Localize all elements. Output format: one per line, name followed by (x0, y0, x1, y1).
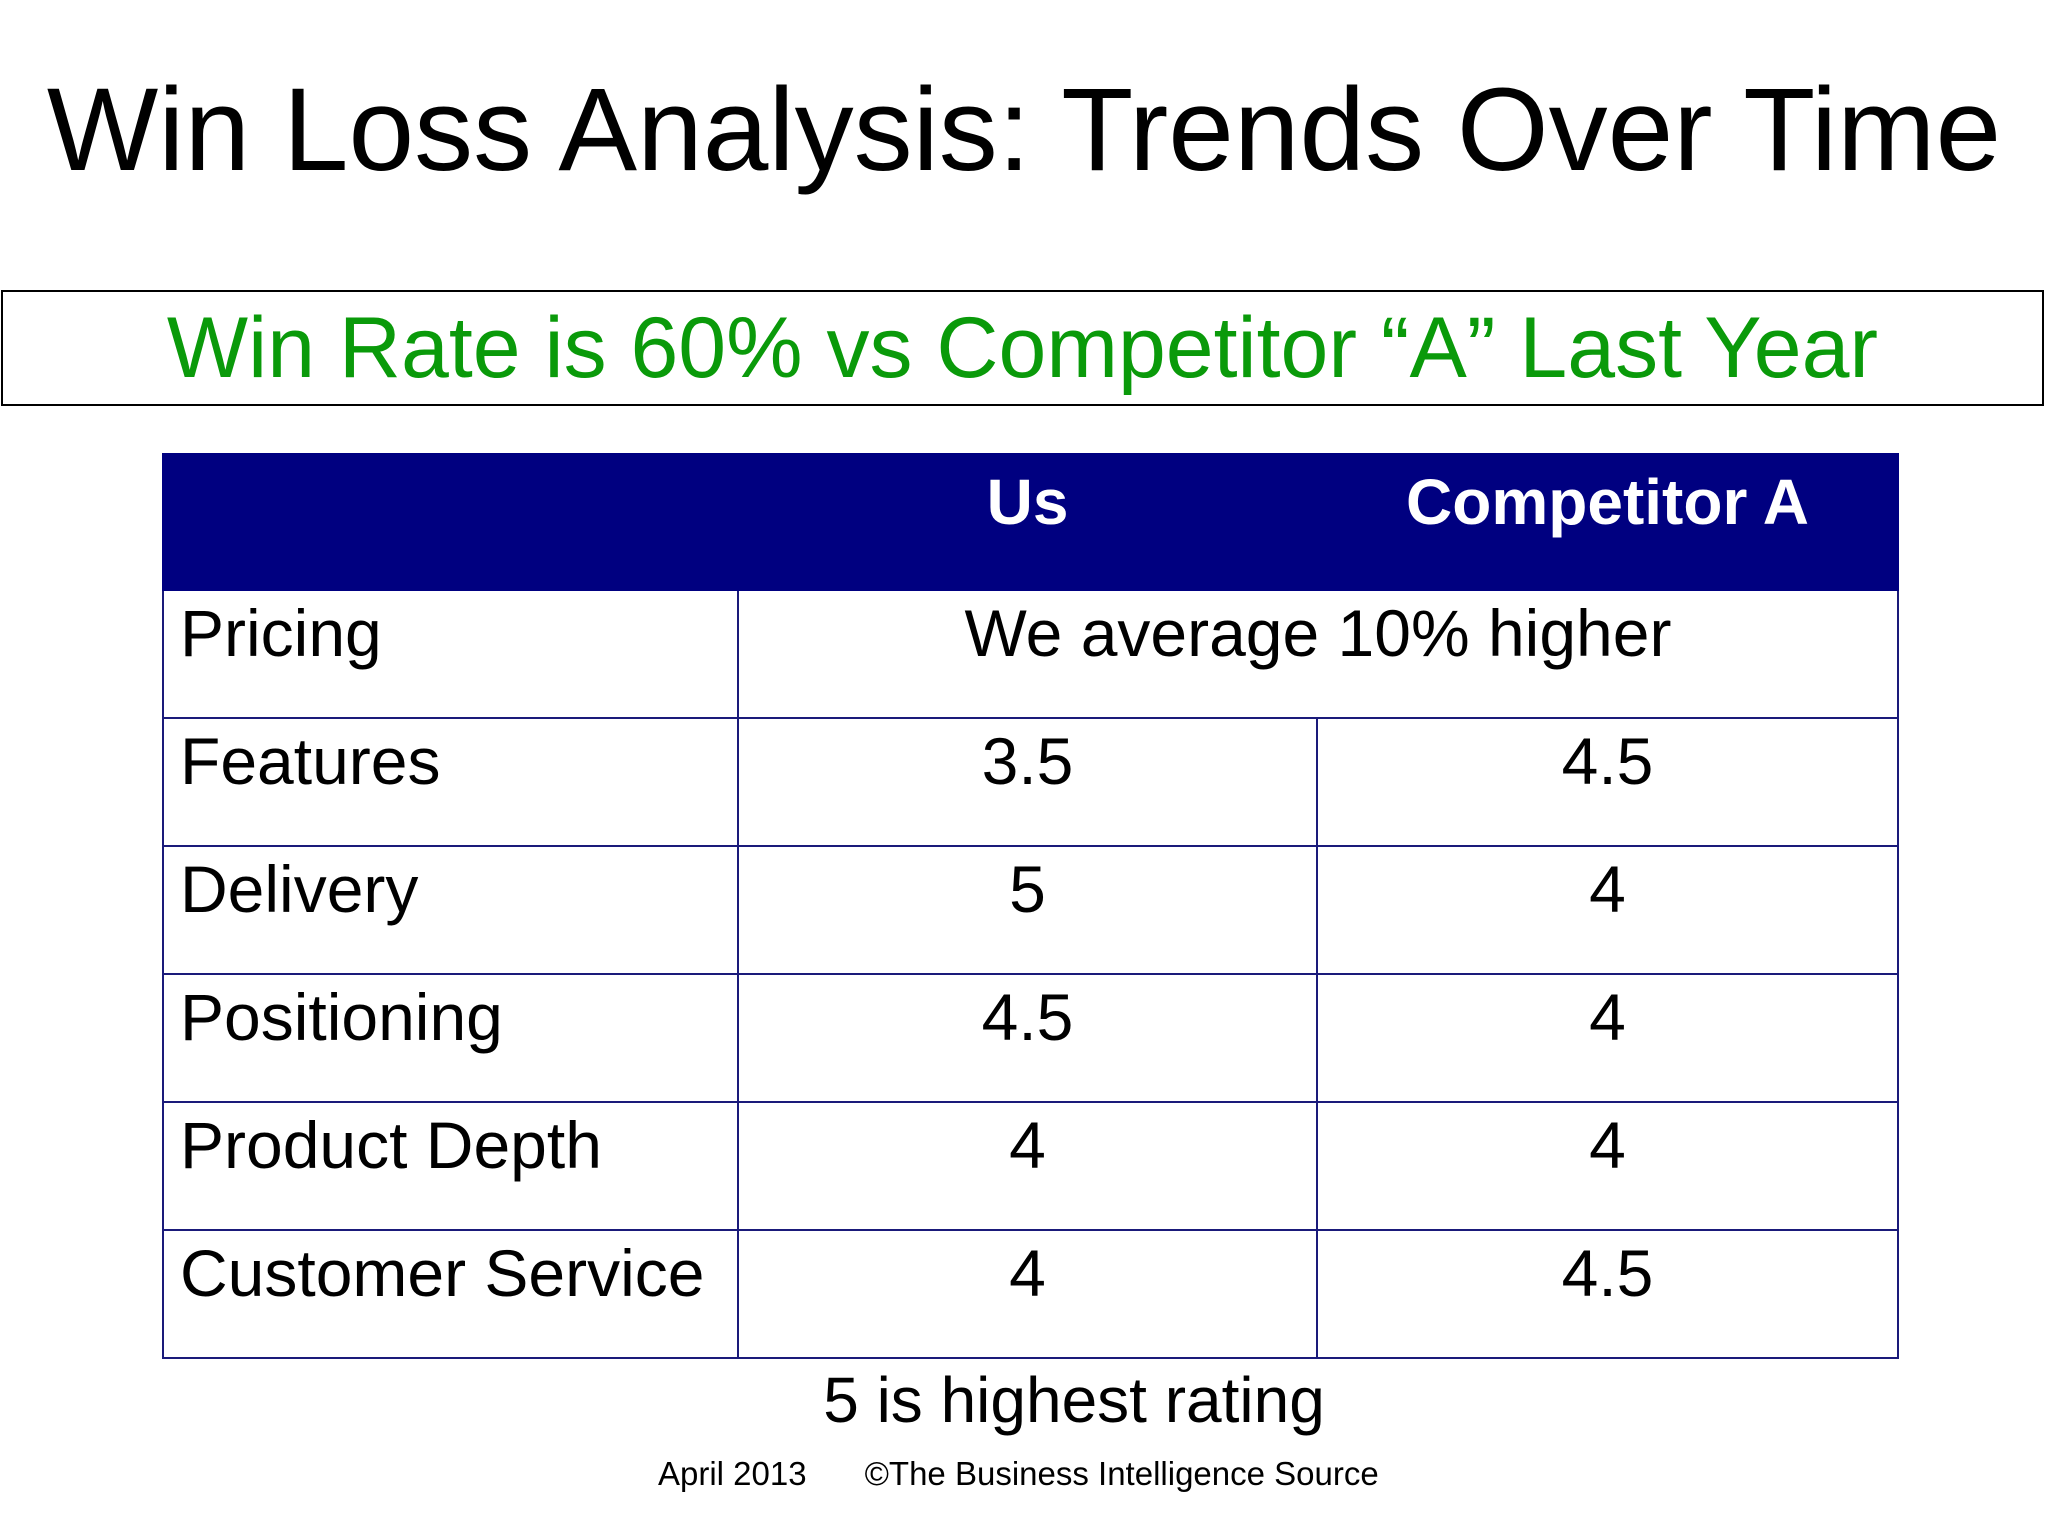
footer-copyright: ©The Business Intelligence Source (864, 1455, 1379, 1492)
ratings-table: Us Competitor A Pricing We average 10% h… (162, 453, 1899, 1359)
competitor-value: 4 (1316, 1101, 1899, 1231)
footer-date: April 2013 (658, 1455, 807, 1492)
us-value: 4 (737, 1101, 1318, 1231)
competitor-value: 4 (1316, 845, 1899, 975)
row-label: Pricing (162, 589, 739, 719)
slide-title: Win Loss Analysis: Trends Over Time (46, 64, 2002, 196)
rating-note: 5 is highest rating (823, 1364, 1325, 1436)
pricing-merged-cell: We average 10% higher (737, 589, 1899, 719)
table-header-row: Us Competitor A (162, 453, 1899, 591)
table-row: Positioning 4.5 4 (162, 973, 1899, 1103)
table-row: Customer Service 4 4.5 (162, 1229, 1899, 1359)
row-label: Delivery (162, 845, 739, 975)
row-label: Features (162, 717, 739, 847)
table-row: Features 3.5 4.5 (162, 717, 1899, 847)
competitor-value: 4.5 (1316, 1229, 1899, 1359)
footer: April 2013 ©The Business Intelligence Sou… (658, 1452, 1379, 1496)
us-value: 3.5 (737, 717, 1318, 847)
subtitle-box: Win Rate is 60% vs Competitor “A” Last Y… (1, 290, 2044, 406)
us-value: 4 (737, 1229, 1318, 1359)
us-value: 4.5 (737, 973, 1318, 1103)
row-label: Customer Service (162, 1229, 739, 1359)
subtitle-text: Win Rate is 60% vs Competitor “A” Last Y… (166, 300, 1879, 396)
header-empty (162, 453, 739, 591)
table-row: Pricing We average 10% higher (162, 589, 1899, 719)
row-label: Positioning (162, 973, 739, 1103)
header-competitor-a: Competitor A (1316, 453, 1899, 591)
competitor-value: 4 (1316, 973, 1899, 1103)
header-us: Us (737, 453, 1318, 591)
competitor-value: 4.5 (1316, 717, 1899, 847)
us-value: 5 (737, 845, 1318, 975)
table-row: Product Depth 4 4 (162, 1101, 1899, 1231)
row-label: Product Depth (162, 1101, 739, 1231)
table-row: Delivery 5 4 (162, 845, 1899, 975)
